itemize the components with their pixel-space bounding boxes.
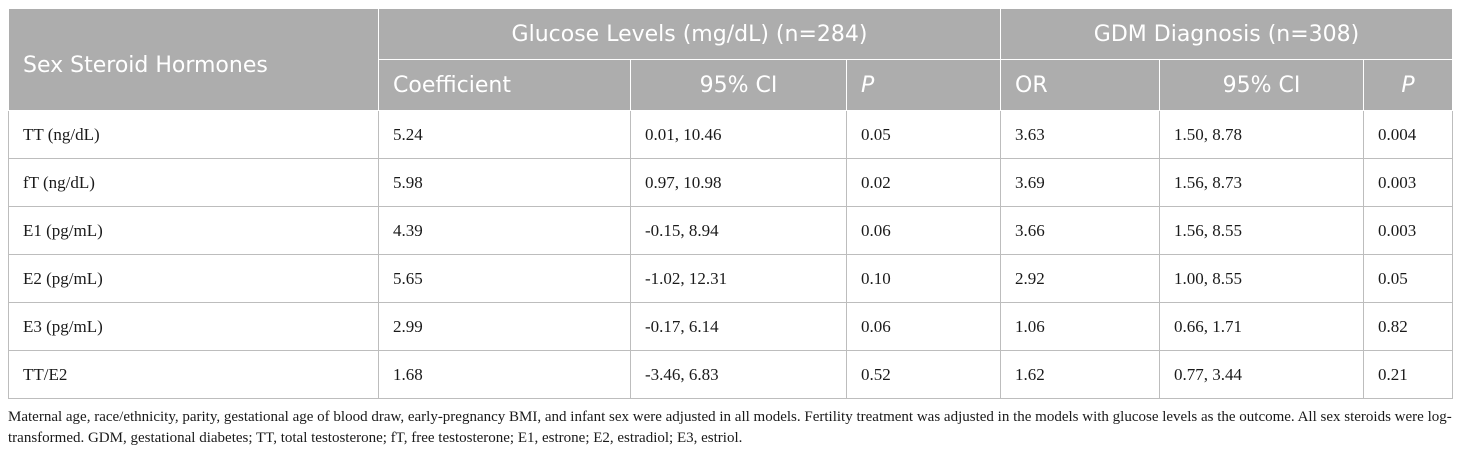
cell-glucose-p: 0.06 — [845, 206, 1002, 255]
cell-gdm-ci: 1.56, 8.55 — [1159, 206, 1365, 255]
cell-gdm-ci: 1.56, 8.73 — [1159, 158, 1365, 207]
cell-hormone: fT (ng/dL) — [8, 158, 379, 207]
cell-hormone: E1 (pg/mL) — [8, 206, 379, 255]
cell-coefficient: 1.68 — [378, 350, 631, 399]
cell-coefficient: 5.98 — [378, 158, 631, 207]
cell-coefficient: 4.39 — [378, 206, 631, 255]
cell-glucose-p: 0.05 — [845, 110, 1002, 159]
cell-hormone: E3 (pg/mL) — [8, 302, 379, 351]
cell-or: 2.92 — [1000, 254, 1161, 303]
cell-or: 1.06 — [1000, 302, 1161, 351]
table-header: Sex Steroid Hormones Glucose Levels (mg/… — [8, 8, 1454, 111]
cell-coefficient: 5.65 — [378, 254, 631, 303]
cell-or: 3.63 — [1000, 110, 1161, 159]
header-row-columns: Coefficient 95% CI P OR 95% CI P — [9, 59, 1454, 111]
cell-gdm-ci: 0.66, 1.71 — [1159, 302, 1365, 351]
cell-glucose-ci: -3.46, 6.83 — [630, 350, 847, 399]
table-row: TT (ng/dL) 5.24 0.01, 10.46 0.05 3.63 1.… — [8, 110, 1454, 159]
header-coefficient: Coefficient — [378, 59, 631, 111]
cell-hormone: TT (ng/dL) — [8, 110, 379, 159]
cell-glucose-ci: 0.01, 10.46 — [630, 110, 847, 159]
table-row: E3 (pg/mL) 2.99 -0.17, 6.14 0.06 1.06 0.… — [8, 302, 1454, 351]
cell-coefficient: 2.99 — [378, 302, 631, 351]
cell-glucose-ci: -1.02, 12.31 — [630, 254, 847, 303]
cell-glucose-ci: -0.15, 8.94 — [630, 206, 847, 255]
table-footnote: Maternal age, race/ethnicity, parity, ge… — [8, 409, 1452, 446]
cell-glucose-ci: 0.97, 10.98 — [630, 158, 847, 207]
header-group-gdm: GDM Diagnosis (n=308) — [1000, 8, 1454, 60]
cell-glucose-p: 0.10 — [845, 254, 1002, 303]
cell-or: 3.69 — [1000, 158, 1161, 207]
header-gdm-p: P — [1363, 59, 1454, 111]
cell-gdm-p: 0.82 — [1363, 302, 1454, 351]
header-glucose-ci: 95% CI — [630, 59, 847, 111]
cell-gdm-ci: 1.50, 8.78 — [1159, 110, 1365, 159]
header-row-groups: Sex Steroid Hormones Glucose Levels (mg/… — [8, 8, 1454, 111]
cell-or: 3.66 — [1000, 206, 1161, 255]
cell-gdm-p: 0.003 — [1363, 206, 1454, 255]
cell-or: 1.62 — [1000, 350, 1161, 399]
cell-hormone: TT/E2 — [8, 350, 379, 399]
header-or: OR — [1000, 59, 1161, 111]
results-table: Sex Steroid Hormones Glucose Levels (mg/… — [8, 8, 1454, 399]
cell-glucose-p: 0.52 — [845, 350, 1002, 399]
table-container: Sex Steroid Hormones Glucose Levels (mg/… — [8, 8, 1454, 449]
table-row: TT/E2 1.68 -3.46, 6.83 0.52 1.62 0.77, 3… — [8, 350, 1454, 399]
table-row: fT (ng/dL) 5.98 0.97, 10.98 0.02 3.69 1.… — [8, 158, 1454, 207]
cell-glucose-ci: -0.17, 6.14 — [630, 302, 847, 351]
cell-gdm-p: 0.05 — [1363, 254, 1454, 303]
header-group-glucose: Glucose Levels (mg/dL) (n=284) — [377, 8, 1002, 60]
cell-gdm-ci: 0.77, 3.44 — [1159, 350, 1365, 399]
cell-gdm-p: 0.003 — [1363, 158, 1454, 207]
header-gdm-ci: 95% CI — [1159, 59, 1365, 111]
table-row: E1 (pg/mL) 4.39 -0.15, 8.94 0.06 3.66 1.… — [8, 206, 1454, 255]
table-row: E2 (pg/mL) 5.65 -1.02, 12.31 0.10 2.92 1… — [8, 254, 1454, 303]
cell-glucose-p: 0.02 — [845, 158, 1002, 207]
header-glucose-p: P — [845, 59, 1002, 111]
cell-hormone: E2 (pg/mL) — [8, 254, 379, 303]
cell-gdm-p: 0.21 — [1363, 350, 1454, 399]
cell-gdm-p: 0.004 — [1363, 110, 1454, 159]
table-body: TT (ng/dL) 5.24 0.01, 10.46 0.05 3.63 1.… — [8, 110, 1454, 399]
cell-glucose-p: 0.06 — [845, 302, 1002, 351]
header-row-label: Sex Steroid Hormones — [8, 8, 379, 111]
cell-coefficient: 5.24 — [378, 110, 631, 159]
cell-gdm-ci: 1.00, 8.55 — [1159, 254, 1365, 303]
